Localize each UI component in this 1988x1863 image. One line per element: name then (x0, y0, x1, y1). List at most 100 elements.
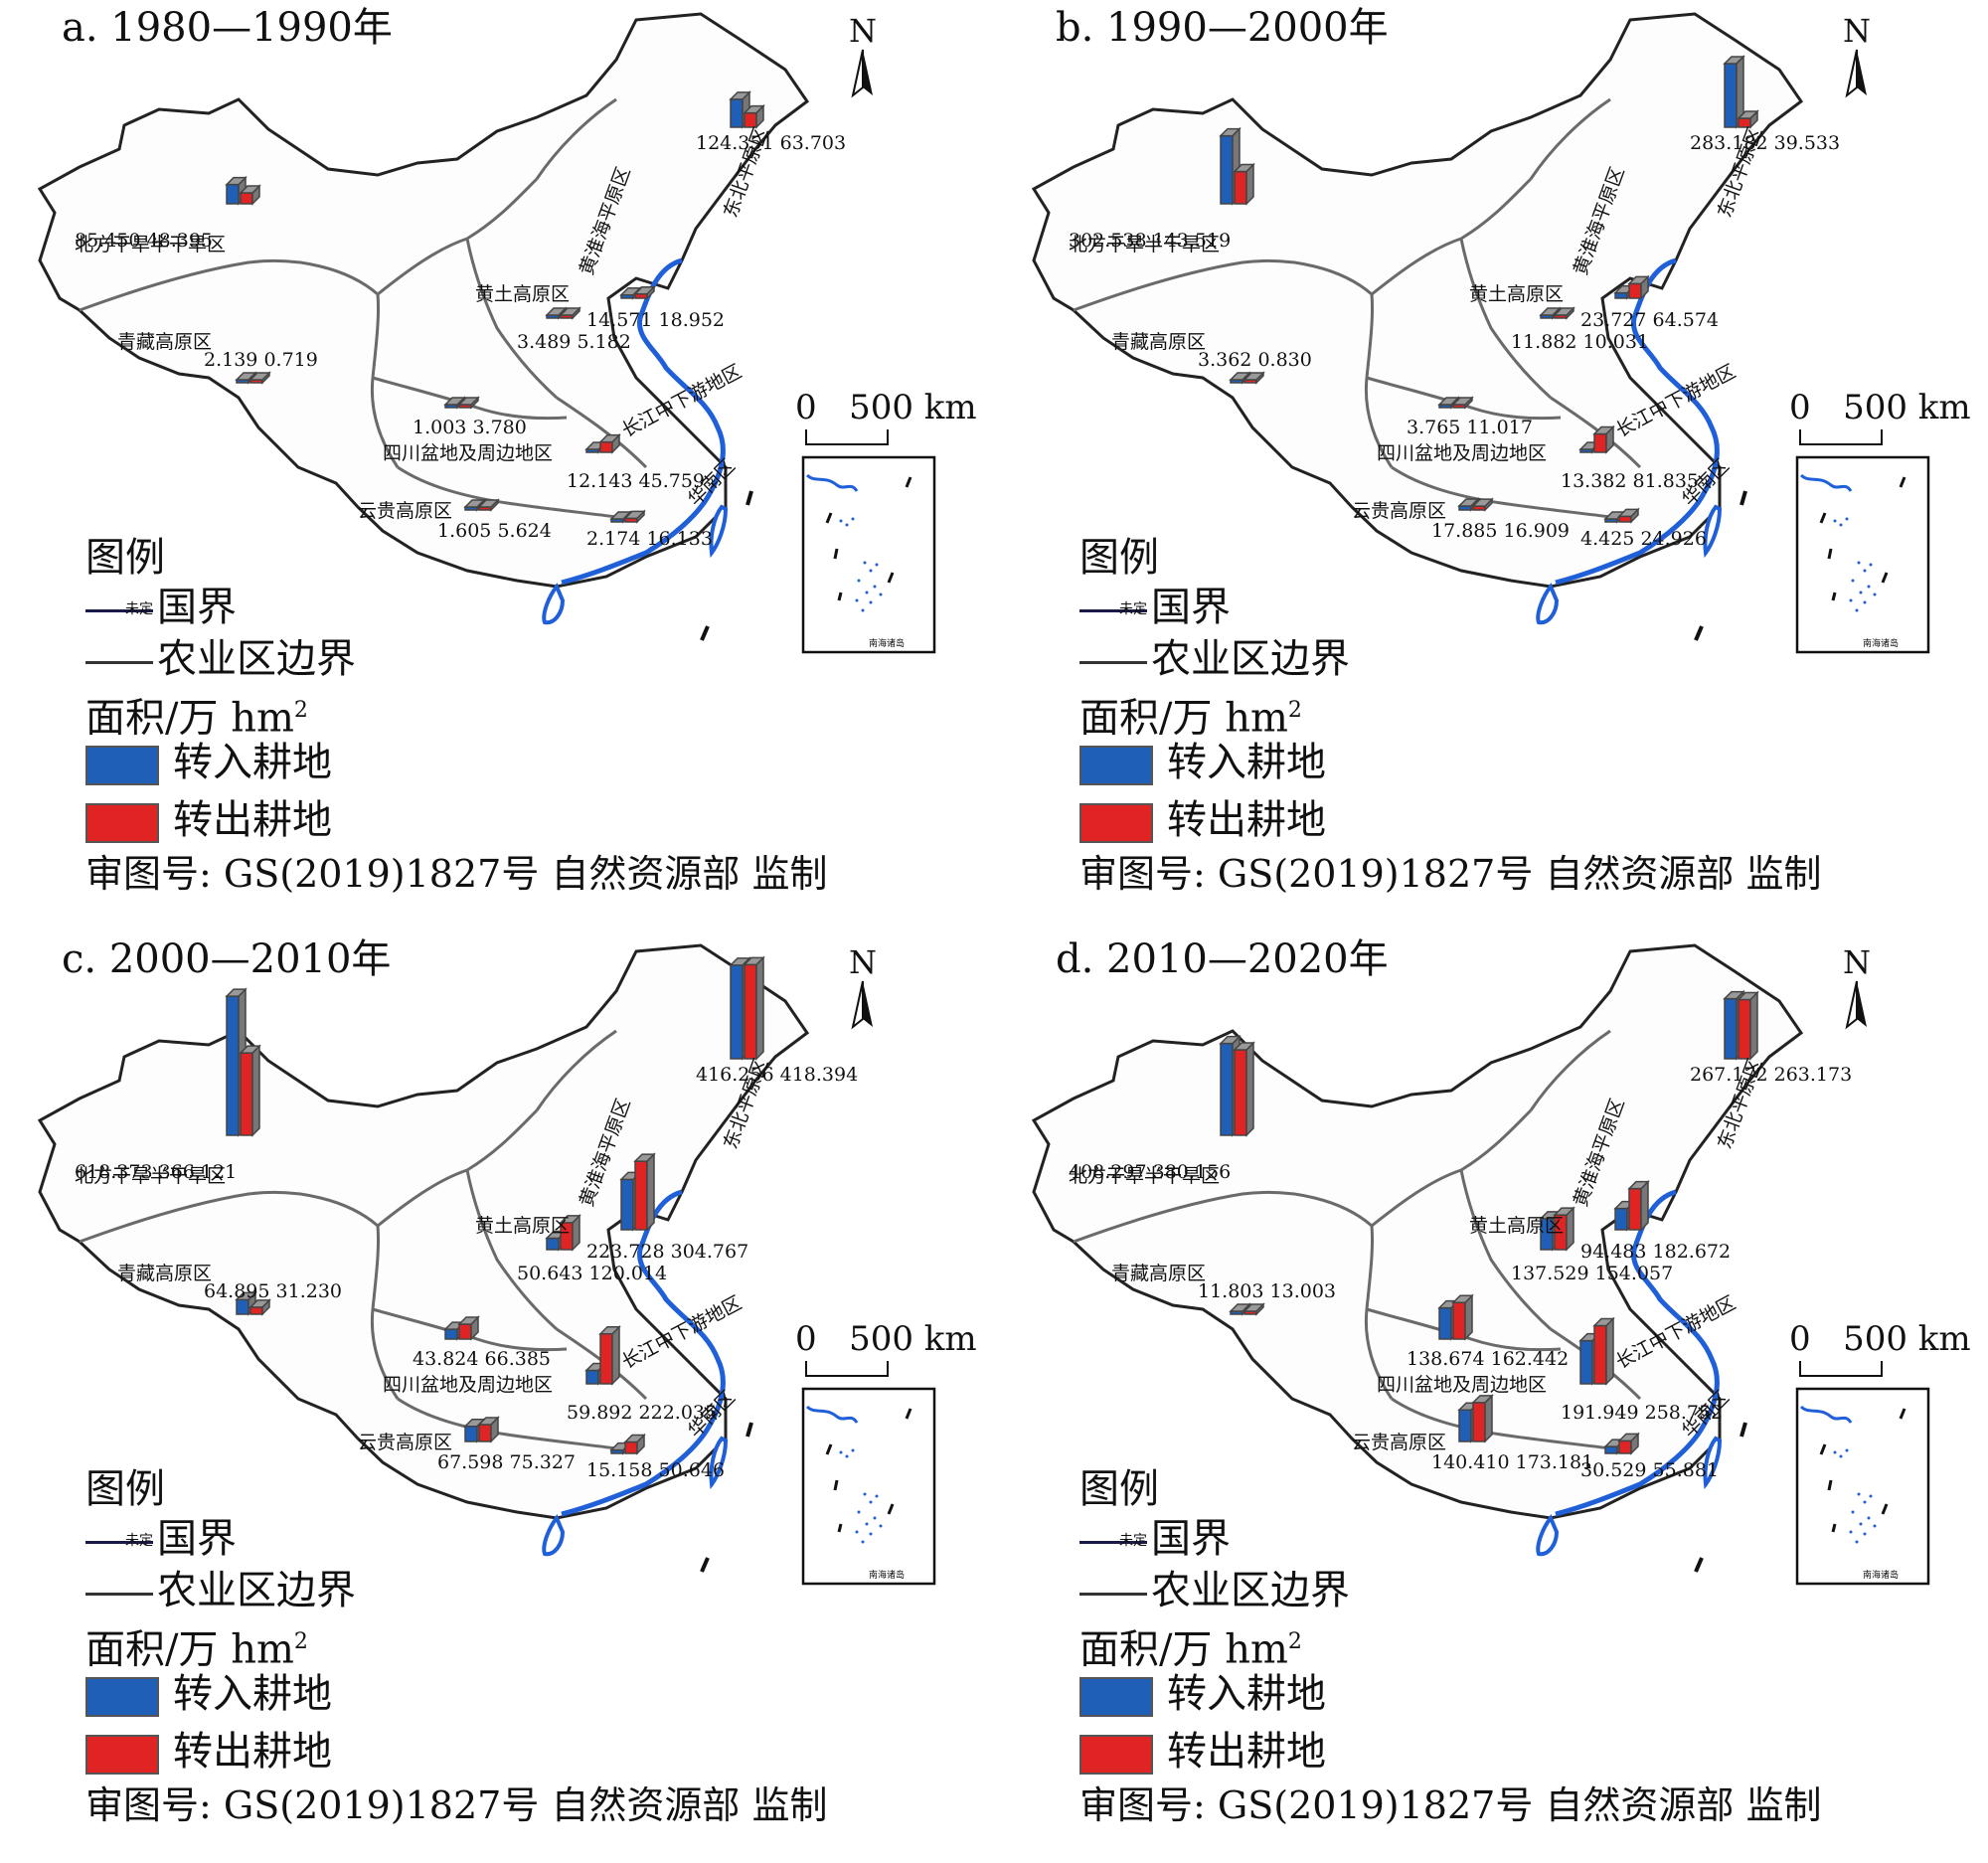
in-bar (730, 964, 744, 1060)
region-name-label: 云贵高原区 (1352, 1432, 1446, 1453)
in-value: 191.949 (1561, 1402, 1639, 1424)
region-value-label: 2.139 0.719 (204, 349, 318, 371)
out-value: 50.646 (659, 1459, 725, 1481)
in-value: 85.450 (75, 230, 140, 252)
region-bar-pair (225, 987, 261, 1137)
region-name-label: 黄土高原区 (475, 1215, 570, 1237)
in-swatch-icon (85, 1677, 159, 1717)
scale-bar-label: 0 500 km (1789, 388, 1971, 427)
out-value: 0.830 (1257, 349, 1311, 371)
out-value: 39.533 (1774, 132, 1840, 154)
region-value-label: 3.362 0.830 (1198, 349, 1312, 371)
in-bar (1220, 1042, 1234, 1136)
panel-title: b. 1990—2000年 (1056, 5, 1389, 51)
region-bar-pair (443, 1315, 480, 1341)
out-value: 222.035 (639, 1402, 718, 1424)
in-value: 59.892 (567, 1402, 632, 1424)
in-value: 43.824 (413, 1348, 478, 1370)
region-value-label: 11.882 10.031 (1511, 331, 1649, 353)
out-value: 366.121 (159, 1161, 238, 1183)
region-value-label: 1.605 5.624 (437, 520, 552, 542)
region-name-label: 云贵高原区 (358, 500, 452, 522)
region-bars (1219, 989, 1759, 1455)
legend-unit: 面积/万 hm2 (85, 1626, 308, 1673)
out-value: 162.442 (1491, 1348, 1570, 1370)
out-bar (744, 963, 757, 1060)
out-value: 5.182 (577, 331, 630, 353)
in-bar (1438, 1306, 1452, 1340)
out-value: 45.759 (639, 470, 705, 492)
region-bar-pair (235, 1290, 271, 1316)
out-bar (1234, 170, 1247, 205)
coastline (1536, 257, 1723, 625)
region-bar-pair (1539, 306, 1575, 320)
in-bar (730, 98, 744, 128)
inset-caption: 南海诸岛 (869, 1569, 905, 1581)
in-value: 618.373 (75, 1161, 153, 1183)
out-bar (744, 111, 757, 128)
in-value: 13.382 (1561, 470, 1626, 492)
legend: 图例 未定 国界 农业区边界 面积/万 hm2 转入耕地 转出耕地 (1079, 1466, 1350, 1786)
dashed-boundary-icon (700, 1422, 753, 1573)
out-bar (1472, 1402, 1486, 1442)
in-value: 67.598 (437, 1451, 503, 1473)
region-value-label: 85.450 48.395 (75, 230, 213, 252)
legend: 图例 未定 国界 农业区边界 面积/万 hm2 转入耕地 转出耕地 (1079, 535, 1350, 855)
out-value: 182.672 (1653, 1241, 1732, 1263)
coastline (542, 257, 729, 625)
region-name-label: 青藏高原区 (117, 331, 212, 353)
out-value: 304.767 (671, 1241, 749, 1263)
coastline (542, 1189, 729, 1557)
in-bar (226, 183, 240, 205)
out-bar (599, 1333, 613, 1385)
out-value: 16.909 (1504, 520, 1570, 542)
out-value: 24.926 (1640, 528, 1706, 550)
north-arrow-icon: N (849, 12, 877, 98)
region-name-label: 北方干旱半干旱区 (75, 234, 226, 255)
north-arrow-icon: N (1843, 943, 1871, 1030)
region-name-label: 四川盆地及周边地区 (1377, 442, 1547, 464)
region-name-label: 黄土高原区 (1469, 1215, 1564, 1237)
coastline (1536, 1189, 1723, 1557)
in-value: 11.882 (1511, 331, 1576, 353)
region-bar-pair (235, 371, 271, 385)
out-bar (1738, 998, 1751, 1060)
scale-bar-label: 0 500 km (795, 1319, 977, 1359)
in-bar (1220, 134, 1234, 205)
out-value: 11.017 (1466, 417, 1532, 438)
region-bar-pair (545, 306, 581, 320)
region-bar-pair (1613, 1179, 1650, 1232)
in-value: 12.143 (567, 470, 632, 492)
border-line-icon: 未定 (1079, 1533, 1147, 1549)
in-value: 283.182 (1690, 132, 1768, 154)
dashed-boundary-icon (700, 490, 753, 641)
scale-bar-label: 0 500 km (795, 388, 977, 427)
map-panel-a: 85.450 48.395 北方干旱半干旱区 124.351 63.703 东北平原区… (0, 0, 994, 932)
map-approval-note: 审图号: GS(2019)1827号 自然资源部 监制 (1079, 852, 1822, 896)
region-bar-pair (609, 509, 646, 524)
inset-caption: 南海诸岛 (869, 637, 905, 649)
in-value: 15.158 (586, 1459, 652, 1481)
in-value: 408.297 (1069, 1161, 1147, 1183)
zone-line-icon (85, 1592, 153, 1596)
in-bar (1724, 997, 1738, 1060)
out-bar (1628, 1187, 1642, 1231)
border-line-icon: 未定 (85, 1533, 153, 1549)
region-name-label: 北方干旱半干旱区 (1069, 234, 1220, 255)
in-value: 1.003 (413, 417, 466, 438)
in-value: 140.410 (1431, 1451, 1510, 1473)
in-value: 14.571 (586, 309, 652, 331)
in-value: 416.256 (696, 1064, 774, 1086)
out-bar (1593, 432, 1607, 453)
region-value-label: 283.182 39.533 (1690, 132, 1840, 154)
region-value-label: 140.410 173.181 (1431, 1451, 1593, 1473)
legend-zone-item: 农业区边界 (85, 1568, 356, 1619)
region-value-label: 1.003 3.780 (413, 417, 527, 438)
out-value: 263.173 (1774, 1064, 1853, 1086)
in-swatch-icon (85, 746, 159, 785)
region-bar-pair (1723, 55, 1759, 129)
in-value: 50.643 (517, 1263, 582, 1284)
region-name-label: 青藏高原区 (1111, 331, 1206, 353)
